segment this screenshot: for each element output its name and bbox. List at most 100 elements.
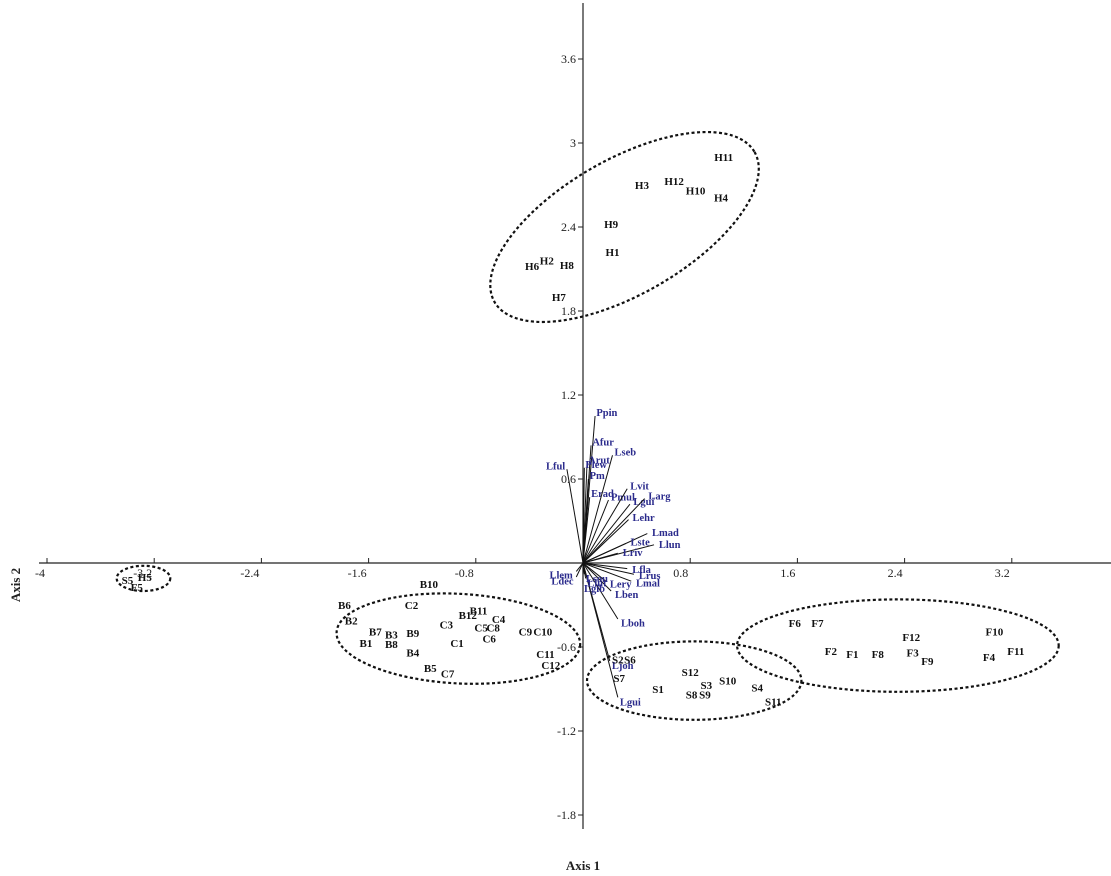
- sample-point-label: C2: [405, 600, 419, 612]
- y-tick-label: -1.8: [557, 808, 576, 822]
- axes: [39, 3, 1111, 829]
- vector-label: Lehr: [632, 513, 655, 524]
- vector-label: Lgui: [633, 497, 654, 508]
- sample-point-label: S4: [751, 683, 763, 695]
- sample-point-label: F9: [921, 656, 934, 668]
- sample-point-label: F8: [872, 649, 885, 661]
- vector-label: Lseb: [615, 447, 637, 458]
- vector-label: Pmul: [611, 492, 635, 503]
- sample-point-label: B12: [459, 610, 478, 622]
- sample-point-label: F2: [825, 646, 838, 658]
- sample-point-label: H2: [540, 256, 555, 268]
- vector-label: Lriv: [623, 548, 644, 559]
- vector-label: Ljoh: [612, 661, 634, 672]
- vector-line: [566, 469, 584, 564]
- sample-point-label: H12: [664, 176, 684, 188]
- y-tick-label: 3.6: [561, 52, 576, 66]
- vector-label: Lvit: [630, 481, 649, 492]
- sample-point-label: B3: [385, 629, 398, 641]
- sample-point-label: B7: [369, 627, 382, 639]
- vector-label: Llun: [659, 540, 681, 551]
- sample-point-label: H9: [604, 219, 619, 231]
- group-ellipse: [736, 598, 1060, 693]
- vector-line: [582, 519, 629, 564]
- x-tick-label: -4: [35, 566, 45, 580]
- sample-point-label: H1: [605, 247, 619, 259]
- sample-point-label: H6: [525, 261, 540, 273]
- sample-point-label: B1: [359, 638, 372, 650]
- vector-line: [582, 562, 632, 582]
- y-tick-label: 2.4: [561, 220, 576, 234]
- vector-line: [575, 562, 584, 578]
- sample-point-label: C9: [519, 627, 533, 639]
- sample-point-label: S2: [612, 655, 624, 667]
- sample-point-label: C12: [541, 660, 560, 672]
- vector-label: Erad: [591, 489, 614, 500]
- sample-point-label: B11: [470, 606, 488, 618]
- vector-line: [582, 562, 619, 698]
- vector-label: Ldec: [551, 577, 574, 588]
- vector-line: [582, 542, 627, 564]
- vector-label: Arut: [588, 456, 610, 467]
- sample-point-label: F4: [983, 652, 996, 664]
- sample-point-label: C10: [533, 627, 552, 639]
- group-ellipse: [335, 592, 582, 685]
- group-ellipse: [489, 130, 760, 324]
- vector-label: Lrus: [639, 571, 661, 582]
- sample-point-label: H8: [560, 260, 575, 272]
- sample-point-label: S1: [652, 684, 664, 696]
- sample-point-label: C1: [450, 638, 463, 650]
- vector-line: [582, 498, 646, 564]
- x-tick-label: 3.2: [995, 566, 1010, 580]
- sample-point-label: B4: [406, 648, 419, 660]
- sample-point-label: S12: [682, 667, 700, 679]
- sample-point-label: B8: [385, 639, 398, 651]
- y-axis-title: Axis 2: [8, 568, 23, 602]
- sample-point-label: S7: [613, 673, 625, 685]
- vector-line: [582, 562, 628, 570]
- vector-line: [582, 455, 613, 564]
- vector-label: Lsou: [586, 574, 608, 585]
- sample-point-label: H4: [714, 193, 729, 205]
- vector-line: [582, 562, 612, 592]
- vector-label: Ppin: [596, 408, 617, 419]
- vector-line: [582, 497, 591, 564]
- vector-label: Llem: [549, 571, 573, 582]
- vector-label: Lful: [546, 461, 565, 472]
- vector-label: Larg: [648, 492, 671, 503]
- vector-label: Lboh: [621, 618, 645, 629]
- tick-marks: -4 -3.2 -2.4 -1.6 -0.8 0.8 1.6 2.4 3.2 3.6 3 2.4 1.8…: [35, 52, 1013, 822]
- y-tick-label: 1.2: [561, 388, 576, 402]
- vector-label: Lben: [615, 590, 639, 601]
- sample-point-label: S3: [700, 680, 712, 692]
- vector-label: Lste: [631, 538, 651, 549]
- vector-line: [582, 562, 619, 620]
- x-axis-title: Axis 1: [566, 858, 600, 873]
- vector-line: [582, 503, 631, 564]
- vector-line: [582, 562, 635, 575]
- sample-point-label: C6: [482, 634, 496, 646]
- x-tick-label: 2.4: [888, 566, 903, 580]
- sample-point-label: F5: [131, 582, 144, 594]
- group-ellipses: [115, 130, 1060, 721]
- sample-point-label: C11: [536, 649, 554, 661]
- sample-point-label: F1: [846, 649, 858, 661]
- vector-line: [582, 467, 585, 564]
- x-tick-label: 1.6: [780, 566, 795, 580]
- sample-point-label: C3: [440, 620, 454, 632]
- vector-label: Plew: [585, 460, 607, 471]
- sample-point-label: B6: [338, 600, 351, 612]
- vector-label: Lery: [610, 580, 632, 591]
- x-tick-label: -0.8: [455, 566, 474, 580]
- sample-point-label: F10: [986, 627, 1004, 639]
- sample-point-label: B9: [406, 628, 419, 640]
- sample-point-label: H5: [138, 572, 153, 584]
- sample-point-label: S8: [686, 690, 698, 702]
- vector-line: [582, 552, 618, 564]
- sample-point-label: S6: [624, 655, 636, 667]
- vector-label: Lmad: [652, 528, 679, 539]
- sample-point-label: F11: [1007, 646, 1024, 658]
